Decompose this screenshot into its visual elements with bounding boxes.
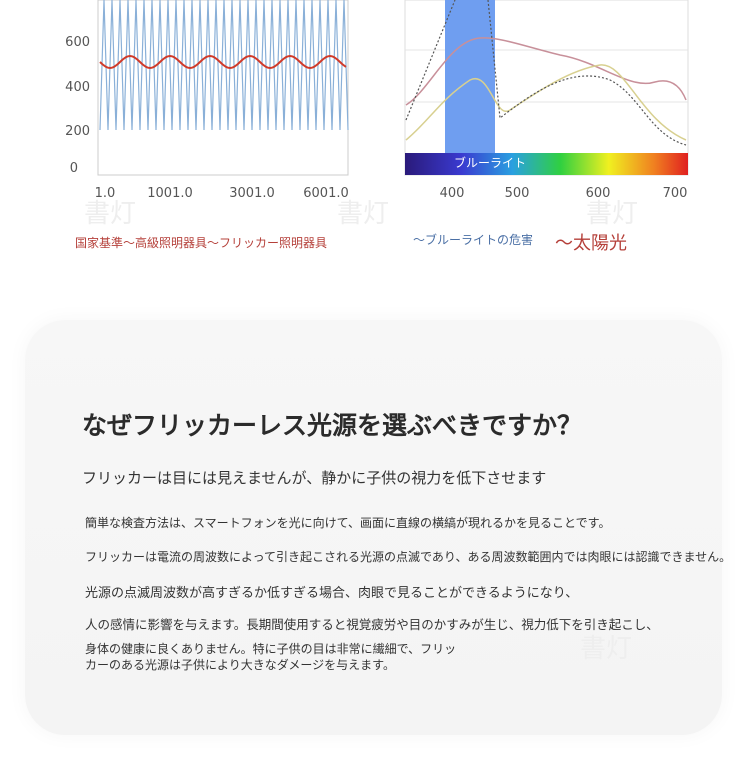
band-label: ブルーライト: [454, 155, 526, 170]
y-tick-label: 200: [65, 124, 90, 139]
watermark: 書灯: [337, 199, 389, 229]
paragraph: 簡単な検査方法は、スマートフォンを光に向けて、画面に直線の横縞が現れるかを見るこ…: [85, 516, 611, 530]
paragraph: 光源の点滅周波数が高すぎるか低すぎる場合、肉眼で見ることができるようになり、: [85, 586, 579, 601]
wave: [99, 0, 349, 131]
x-tick-label: 700: [663, 186, 688, 201]
paragraph: 人の感情に影響を与えます。長期間使用すると視覚疲労や目のかすみが生じ、視力低下を…: [85, 617, 659, 632]
blue-band: [445, 0, 495, 153]
wave: [99, 54, 347, 70]
paragraph: カーのある光源は子供により大きなダメージを与えます。: [85, 658, 395, 672]
curve: [405, 37, 687, 106]
x-tick-label: 600: [586, 186, 611, 201]
paragraph: 身体の健康に良くありません。特に子供の目は非常に繊細で、フリッ: [85, 642, 457, 656]
card: [25, 320, 722, 735]
x-tick-label: 400: [440, 186, 465, 201]
paragraph: フリッカーは電流の周波数によって引き起こされる光源の点滅であり、ある周波数範囲内…: [85, 550, 732, 564]
x-tick-label: 1001.0: [147, 186, 193, 201]
curve: [405, 0, 687, 146]
x-tick-label: 500: [505, 186, 530, 201]
watermark: 書灯: [586, 199, 638, 229]
card-subtitle: フリッカーは目には見えませんが、静かに子供の視力を低下させます: [82, 469, 547, 487]
figures: 600 400 200 0 1.0 1001.0 3001.0 6001.0 ブ…: [65, 0, 689, 254]
x-tick-label: 6001.0: [303, 186, 349, 201]
card-title: なぜフリッカーレス光源を選ぶべきですか？: [82, 411, 583, 440]
x-tick-label: 3001.0: [229, 186, 275, 201]
watermark: 書灯: [84, 199, 136, 229]
caption: 〜太陽光: [555, 233, 627, 254]
watermark: 書灯: [580, 634, 633, 664]
y-tick-label: 600: [65, 35, 90, 50]
y-tick-label: 0: [70, 161, 78, 176]
y-tick-label: 400: [65, 80, 90, 95]
x-tick-label: 1.0: [95, 186, 116, 201]
caption: 〜ブルーライトの危害: [413, 232, 533, 247]
caption: 国家基準〜高級照明器具〜フリッカー照明器具: [75, 235, 327, 250]
left-waves: [99, 0, 349, 131]
spectrum-bar: [405, 153, 688, 175]
